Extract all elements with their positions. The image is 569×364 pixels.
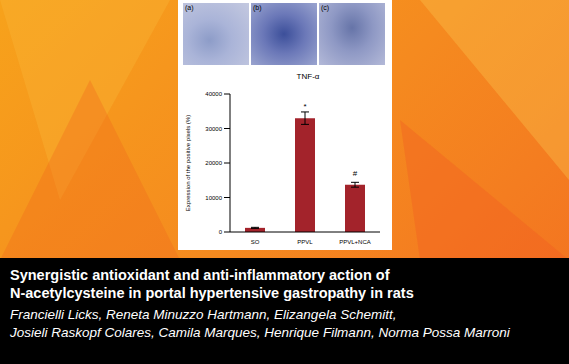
svg-text:*: * <box>303 102 306 111</box>
html-text:Francielli Licks, Reneta Minuz: Francielli Licks, Reneta Minuzzo Hartman… <box>10 307 397 322</box>
svg-text:40000: 40000 <box>205 91 222 97</box>
html-text:N-acetylcysteine in portal hyp: N-acetylcysteine in portal hypertensive … <box>10 285 414 301</box>
html-text:(c): (c) <box>321 4 330 11</box>
html-text:TNF-α: TNF-α <box>296 72 320 81</box>
html-text:Josieli Raskopf Colares, Camil: Josieli Raskopf Colares, Camila Marques,… <box>10 325 510 340</box>
svg-text:30000: 30000 <box>205 126 222 132</box>
svg-text:Expression of the positive pix: Expression of the positive pixels (%) <box>185 115 191 211</box>
svg-text:10000: 10000 <box>205 195 222 201</box>
svg-text:0: 0 <box>219 229 223 235</box>
html-text:Synergistic antioxidant and an: Synergistic antioxidant and anti-inflamm… <box>10 267 390 283</box>
html-text:(a): (a) <box>185 4 194 11</box>
svg-text:20000: 20000 <box>205 160 222 166</box>
svg-text:#: # <box>353 169 358 178</box>
html-text:(b): (b) <box>253 4 262 11</box>
svg-text:PPVL+NCA: PPVL+NCA <box>339 239 371 245</box>
svg-text:SO: SO <box>251 239 260 245</box>
svg-text:PPVL: PPVL <box>297 239 313 245</box>
